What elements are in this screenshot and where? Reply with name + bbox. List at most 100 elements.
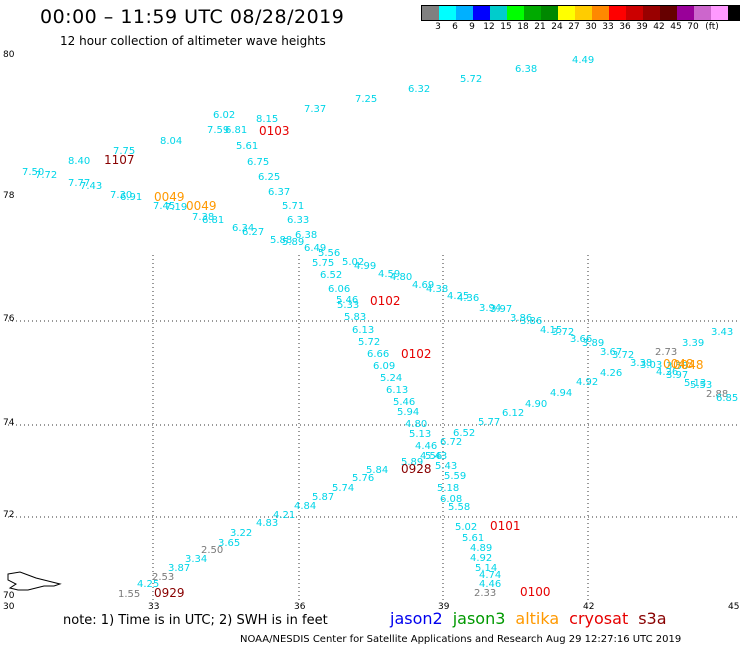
wave-height-value: 7.30 <box>110 190 132 201</box>
wave-height-value: 4.18 <box>0 0 22 3</box>
wave-height-value: 3.67 <box>600 347 622 358</box>
wave-height-value: 2.33 <box>474 588 496 599</box>
wave-height-value: 6.12 <box>502 408 524 419</box>
wave-height-value: 4.83 <box>256 518 278 529</box>
wave-height-value: 8.04 <box>160 136 182 147</box>
legend-swatch <box>643 6 660 20</box>
wave-height-value: 3.22 <box>230 528 252 539</box>
wave-height-value: 7.43 <box>80 181 102 192</box>
legend-swatch <box>490 6 507 20</box>
credit-line: NOAA/NESDIS Center for Satellite Applica… <box>240 634 682 645</box>
wave-height-value: 5.24 <box>380 373 402 384</box>
latitude-label: 78 <box>3 191 15 201</box>
wave-height-value: 5.56 <box>318 248 340 259</box>
legend-swatch <box>711 6 728 20</box>
wave-height-value: 5.18 <box>437 483 459 494</box>
wave-height-value: 4.26 <box>600 368 622 379</box>
wave-height-value: 6.33 <box>287 215 309 226</box>
wave-height-value: 7.77 <box>68 178 90 189</box>
wave-height-value: 6.72 <box>440 437 462 448</box>
latitude-label: 76 <box>3 314 15 324</box>
legend-swatch <box>507 6 524 20</box>
longitude-label: 42 <box>583 602 594 612</box>
wave-height-value: 6.06 <box>328 284 350 295</box>
pass-time-label: 0101 <box>490 519 521 533</box>
wave-height-value: 4.25 <box>447 291 469 302</box>
wave-height-value: 3.97 <box>490 304 512 315</box>
color-scale-legend <box>421 5 740 21</box>
wave-height-value: 5.13 <box>409 429 431 440</box>
wave-height-value: 5.74 <box>332 483 354 494</box>
wave-height-value: 2.53 <box>152 572 174 583</box>
pass-time-label: 0102 <box>401 347 432 361</box>
longitude-label: 45 <box>728 602 739 612</box>
wave-height-value: 4.80 <box>390 272 412 283</box>
legend-swatch <box>473 6 490 20</box>
wave-height-value: 4.92 <box>576 377 598 388</box>
wave-height-value: 4.74 <box>479 570 501 581</box>
legend-label: 33 <box>602 22 614 32</box>
wave-height-value: 5.33 <box>337 300 359 311</box>
wave-height-value: 6.25 <box>258 172 280 183</box>
wave-height-value: 5.14 <box>475 563 497 574</box>
wave-height-value: 5.02 <box>342 257 364 268</box>
wave-height-values: 4.496.385.726.327.257.378.156.027.596.81… <box>0 0 738 600</box>
pass-time-label: 0048 <box>663 357 694 371</box>
satellite-label: cryosat <box>569 609 629 628</box>
wave-height-value: 6.52 <box>320 270 342 281</box>
longitude-label: 36 <box>294 602 306 612</box>
wave-height-value: 7.59 <box>207 125 229 136</box>
legend-label: 70 <box>687 22 699 32</box>
pass-time-label: 0102 <box>370 294 401 308</box>
wave-height-value: 3.34 <box>185 554 207 565</box>
longitude-label: 30 <box>3 602 15 612</box>
wave-height-value: 4.36 <box>457 293 479 304</box>
legend-label: 24 <box>551 22 563 32</box>
latitude-label: 70 <box>3 591 15 601</box>
satellite-label: jason3 <box>452 609 506 628</box>
legend-label: 21 <box>534 22 546 32</box>
legend-swatch <box>439 6 456 20</box>
footnote: note: 1) Time is in UTC; 2) SWH is in fe… <box>63 613 328 628</box>
wave-height-value: 5.61 <box>236 141 258 152</box>
legend-swatch <box>728 6 740 20</box>
wave-height-value: 5.75 <box>312 258 334 269</box>
latitude-label: 74 <box>3 418 15 428</box>
wave-height-value: 3.43 <box>711 327 733 338</box>
wave-height-value: 6.32 <box>408 84 430 95</box>
wave-height-value: 4.94 <box>550 388 572 399</box>
wave-height-value: 3.86 <box>510 313 532 324</box>
wave-height-value: 3.66 <box>570 334 592 345</box>
wave-height-value: 5.43 <box>435 461 457 472</box>
wave-height-value: 4.80 <box>405 419 427 430</box>
wave-height-value: 8.15 <box>256 114 278 125</box>
wave-height-value: 4.56 <box>420 451 442 462</box>
wave-height-value: 4.46 <box>415 441 437 452</box>
wave-height-value: 4.15 <box>540 325 562 336</box>
legend-swatch <box>524 6 541 20</box>
wave-height-value: 4.49 <box>572 55 594 66</box>
wave-height-value: 2.88 <box>706 389 728 400</box>
wave-height-value: 3.86 <box>520 316 542 327</box>
wave-height-value: 5.46 <box>393 397 415 408</box>
wave-height-value: 5.88 <box>270 235 292 246</box>
legend-swatch <box>609 6 626 20</box>
legend-label: 27 <box>568 22 580 32</box>
legend-label: 45 <box>670 22 682 32</box>
pass-time-label: 0103 <box>259 124 290 138</box>
wave-height-value: 6.75 <box>247 157 269 168</box>
map-subtitle: 12 hour collection of altimeter wave hei… <box>60 34 326 48</box>
wave-height-value: 6.52 <box>453 428 475 439</box>
wave-height-value: 1.55 <box>118 589 140 600</box>
wave-height-value: 4.92 <box>470 553 492 564</box>
wave-height-value: 5.84 <box>366 465 388 476</box>
satellite-legend: jason2 jason3 altika cryosat s3a <box>390 609 667 628</box>
wave-height-value: 5.83 <box>344 312 366 323</box>
wave-height-value: 5.89 <box>401 457 423 468</box>
wave-height-value: 5.94 <box>397 407 419 418</box>
legend-label: 15 <box>500 22 512 32</box>
wave-height-value: 5.72 <box>460 74 482 85</box>
pass-time-label: 0048 <box>673 358 704 372</box>
